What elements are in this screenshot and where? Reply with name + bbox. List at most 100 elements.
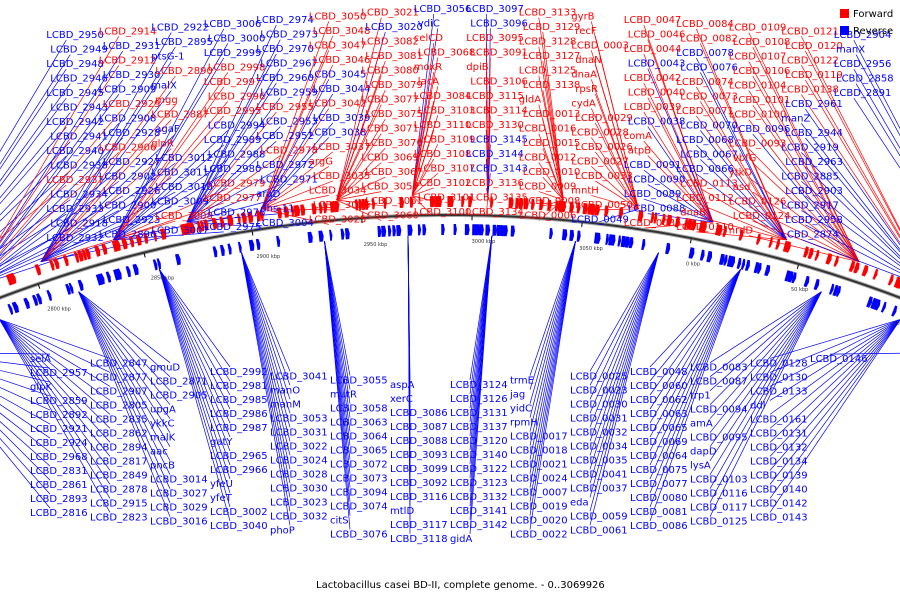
gene-label: LCBD_3016 — [150, 517, 208, 528]
gene-arrow-reverse — [764, 265, 770, 276]
gene-label: LCBD_3079 — [365, 80, 423, 91]
legend-label-reverse: Reverse — [853, 26, 893, 37]
gene-label: LCBD_2859 — [30, 396, 88, 407]
gene-label: LCBD_0084 — [676, 19, 734, 30]
gene-label: LCBD_2997 — [204, 77, 262, 88]
gene-label: LCBD_0119 — [785, 70, 843, 81]
gene-label: LCBD_2893 — [30, 494, 88, 505]
gene-arrow-reverse — [814, 279, 820, 290]
gene-label: gmuD — [150, 363, 180, 374]
gene-label: LCBD_2992 — [210, 367, 268, 378]
gene-arrow-reverse — [577, 231, 581, 242]
gene-arrow-forward — [300, 204, 305, 215]
gene-label: LCBD_2862 — [90, 428, 148, 439]
gene-label: LCBD_3053 — [270, 413, 328, 424]
gene-label: LCBD_0068 — [676, 135, 734, 146]
gene-label: LCBD_2816 — [30, 508, 88, 519]
gene-label: LCBD_3034 — [309, 185, 367, 196]
gene-arrow-forward — [803, 246, 809, 257]
gene-label: LCBD_0109 — [729, 23, 787, 34]
gene-label: lacA — [418, 76, 439, 87]
gene-label: LCBD_0061 — [570, 525, 628, 536]
gene-label: LCBD_0143 — [750, 512, 808, 523]
gene-label: vbfG — [733, 153, 757, 164]
gene-label: LCBD_0069 — [630, 437, 688, 448]
gene-label: LCBD_0023 — [570, 385, 628, 396]
gene-arrow-reverse — [78, 280, 84, 291]
gene-label: LCBD_0070 — [680, 120, 738, 131]
gene-arrow-reverse — [741, 259, 746, 270]
gene-label: LCBD_3084 — [414, 91, 472, 102]
gene-label: LCBD_2944 — [785, 128, 843, 139]
gene-label: LCBD_3136 — [466, 178, 524, 189]
gene-label: LCBD_2996 — [208, 91, 266, 102]
gene-label: LCBD_2981 — [210, 381, 268, 392]
gene-label: LCBD_0081 — [630, 507, 688, 518]
gene-label: LCBD_2895 — [155, 37, 213, 48]
gene-label: LCBD_3014 — [150, 475, 208, 486]
gene-label: LCBD_3071 — [361, 124, 419, 135]
gene-label: LCBD_2912 — [99, 55, 157, 66]
gene-arrow-forward — [834, 256, 839, 267]
gene-label: LCBD_0031 — [570, 413, 628, 424]
gene-label: LCBD_3056 — [414, 4, 472, 15]
gene-arrow-reverse — [276, 236, 280, 247]
gene-label: LCBD_3070 — [365, 138, 423, 149]
gene-label: cydA — [571, 98, 596, 109]
gene-label: LCBD_0028 — [571, 127, 629, 138]
gene-label: LCBD_0075 — [630, 465, 688, 476]
gene-arrow-reverse — [12, 302, 19, 314]
gene-label: LCBD_0161 — [750, 414, 808, 425]
gene-label: LCBD_3060 — [361, 211, 419, 222]
gene-label: LCBD_0003 — [571, 40, 629, 51]
gene-label: LCBD_2931 — [103, 41, 161, 52]
gene-arrow-reverse — [700, 250, 705, 261]
gene-label: LCBD_2892 — [30, 410, 88, 421]
gene-label: LCBD_3045 — [309, 69, 367, 80]
gene-label: LCBD_0071 — [676, 106, 734, 117]
gene-label: LCBD_2955 — [256, 102, 314, 113]
gene-label: LCBD_0006 — [519, 211, 577, 222]
gene-label: LCBD_2942 — [46, 117, 104, 128]
gene-label: LCBD_0100 — [729, 110, 787, 121]
gene-label: LCBD_3082 — [361, 37, 419, 48]
gene-label: LCBD_2934 — [50, 190, 108, 201]
gene-label: LCBD_2963 — [785, 157, 843, 168]
gene-label: LCBD_0087 — [690, 377, 748, 388]
gene-label: LCBD_3108 — [414, 149, 472, 160]
gene-label: LCBD_2903 — [785, 186, 843, 197]
gene-label: LCBD_0128 — [750, 358, 808, 369]
gene-label: yfeT — [210, 493, 233, 504]
gene-label: LCBD_0126 — [729, 197, 787, 208]
gene-label: LCBD_2960 — [256, 73, 314, 84]
gene-label: LCBD_3046 — [313, 55, 371, 66]
gene-label: LCBD_2929 — [103, 99, 161, 110]
gene-label: LCBD_3116 — [390, 492, 448, 503]
gene-arrow-reverse — [891, 306, 897, 317]
gene-label: LCBD_2928 — [103, 128, 161, 139]
gene-label: LCBD_3023 — [270, 497, 328, 508]
gene-label: LCBD_2924 — [30, 438, 88, 449]
gene-label: ddl — [750, 400, 765, 411]
gene-label: LCBD_2849 — [90, 470, 148, 481]
gene-label: lysA — [690, 461, 711, 472]
gene-label: gidA — [450, 534, 472, 545]
gene-label: dhs-11 — [260, 204, 294, 215]
gene-label: rpsR — [575, 84, 598, 95]
gene-label: nrdD — [729, 226, 754, 237]
gene-label: LCBD_0049 — [571, 214, 629, 225]
gene-arrow-reverse — [418, 224, 421, 235]
gene-label: glpK — [30, 382, 52, 393]
gene-label: ykkC — [150, 419, 175, 430]
gene-label: LCBD_2926 — [103, 186, 161, 197]
gene-arrow-reverse — [479, 224, 484, 235]
gene-label: LCBD_3095 — [466, 33, 524, 44]
gene-label: LCBD_0060 — [630, 381, 688, 392]
gene-label: LCBD_0093 — [729, 139, 787, 150]
gene-label: LCBD_2989 — [204, 135, 262, 146]
gene-label: LCBD_0042 — [624, 73, 682, 84]
gene-label: amA — [690, 419, 713, 430]
gene-arrow-reverse — [665, 243, 670, 254]
gene-label: LCBD_2975 — [204, 222, 262, 233]
